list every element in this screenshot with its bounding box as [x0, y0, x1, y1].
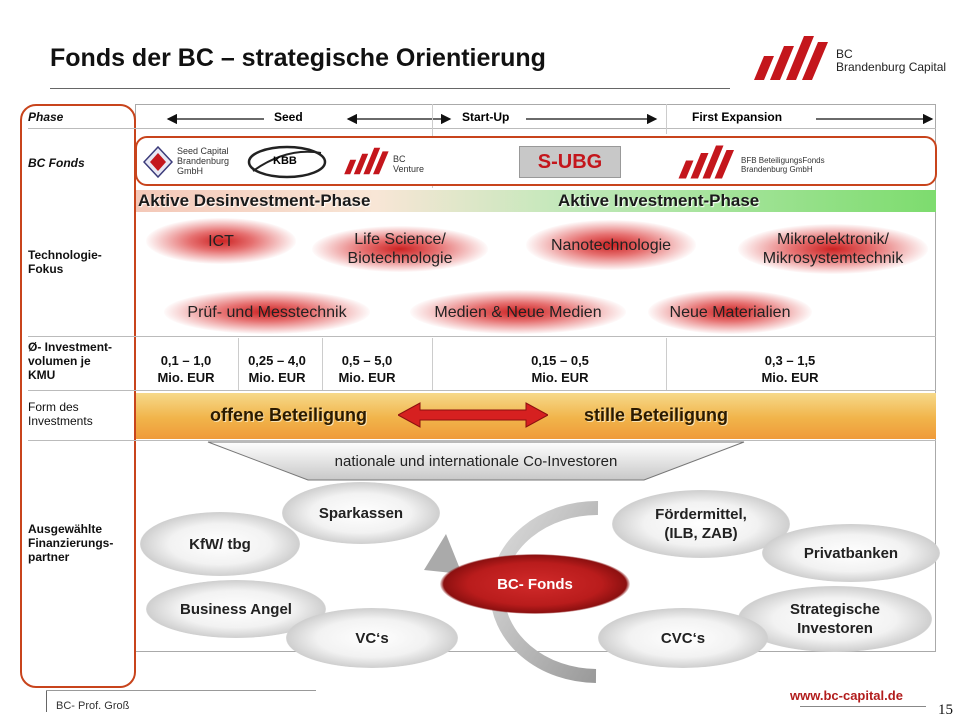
footer-divider — [46, 690, 47, 712]
bfb-line1: BFB BeteiligungsFonds — [741, 156, 825, 165]
seed-logo-line3: GmbH — [177, 166, 204, 176]
kbb-logo: KBB — [247, 143, 327, 181]
kbb-logo-text: KBB — [273, 155, 297, 167]
bc-fonds-band: Seed Capital Brandenburg GmbH KBB BC Ven… — [135, 136, 937, 186]
tech-mikroelektronik: Mikroelektronik/ Mikrosystemtechnik — [738, 224, 928, 274]
volume-divider — [238, 338, 239, 390]
row-separator — [28, 440, 936, 441]
tech-ict: ICT — [146, 218, 296, 264]
phase-divider — [666, 104, 667, 134]
row-separator — [28, 128, 936, 129]
volume-bc-venture: 0,5 – 5,0 Mio. EUR — [338, 353, 396, 385]
s-ubg-logo: S-UBG — [519, 146, 621, 178]
phase-arrows — [166, 113, 934, 125]
bc-venture-line2: Venture — [393, 164, 425, 174]
row-label-form: Form des Investments — [28, 400, 93, 428]
row-separator — [28, 390, 936, 391]
tech-medien: Medien & Neue Medien — [410, 290, 626, 334]
bfb-logo: BFB BeteiligungsFonds Brandenburg GmbH — [677, 142, 877, 182]
partner-foerdermittel: Fördermittel, (ILB, ZAB) — [612, 490, 790, 558]
page-number: 15 — [938, 702, 953, 718]
bc-logo: BC Brandenburg Capital — [752, 30, 952, 86]
bfb-line2: Brandenburg GmbH — [741, 165, 813, 174]
tech-life-science: Life Science/ Biotechnologie — [312, 226, 488, 272]
footer-author: BC- Prof. Groß — [56, 700, 130, 712]
form-stille-beteiligung: stille Beteiligung — [584, 405, 729, 425]
partner-vcs: VC‘s — [286, 608, 458, 668]
seed-capital-logo: Seed Capital Brandenburg GmbH — [143, 144, 243, 180]
tech-neue-materialien: Neue Materialien — [648, 290, 812, 334]
phase-seed: Seed — [274, 110, 303, 124]
seed-logo-line2: Brandenburg — [177, 156, 230, 166]
investment-phase-bar — [136, 190, 936, 212]
co-investor-funnel — [207, 441, 745, 481]
partner-cvcs: CVC‘s — [598, 608, 768, 668]
kbb-ellipse-icon — [247, 145, 327, 179]
seed-capital-emblem-icon — [143, 146, 173, 178]
volume-divider — [322, 338, 323, 390]
volume-bfb: 0,3 – 1,5 Mio. EUR — [761, 353, 819, 385]
row-label-phase: Phase — [28, 110, 64, 124]
volume-divider — [432, 338, 433, 390]
bc-venture-line1: BC — [393, 154, 406, 164]
row-label-partner: Ausgewählte Finanzierungs- partner — [28, 522, 114, 564]
tech-pruef-messtechnik: Prüf- und Messtechnik — [164, 290, 370, 334]
row-label-technologie: Technologie- Fokus — [28, 248, 102, 276]
investment-phase-label: Aktive Investment-Phase — [558, 191, 760, 210]
partner-sparkassen: Sparkassen — [282, 482, 440, 544]
tech-nanotechnologie: Nanotechnologie — [526, 220, 696, 270]
form-offene-beteiligung: offene Beteiligung — [210, 405, 367, 425]
partner-kfw-tbg: KfW/ tbg — [140, 512, 300, 576]
phase-first-expansion: First Expansion — [692, 110, 783, 124]
partner-strategische-investoren: Strategische Investoren — [738, 586, 932, 652]
phase-startup: Start-Up — [462, 110, 510, 124]
seed-logo-line1: Seed Capital — [177, 146, 229, 156]
row-label-frame — [20, 104, 136, 688]
volume-divider — [666, 338, 667, 390]
double-arrow-icon — [398, 402, 548, 428]
co-investors-label: nationale und internationale Co-Investor… — [334, 453, 618, 470]
partner-business-angel: Business Angel — [146, 580, 326, 638]
s-ubg-logo-text: S-UBG — [537, 150, 603, 173]
partner-privatbanken: Privatbanken — [762, 524, 940, 582]
volume-s-ubg: 0,15 – 0,5 Mio. EUR — [531, 353, 589, 385]
partner-bc-fonds: BC- Fonds — [440, 554, 630, 614]
logo-line2: Brandenburg Capital — [836, 60, 947, 74]
desinvestment-phase-label: Aktive Desinvestment-Phase — [138, 191, 371, 210]
row-label-investment: Ø- Investment- volumen je KMU — [28, 340, 113, 382]
volume-kbb: 0,25 – 4,0 Mio. EUR — [248, 353, 306, 385]
footer-line — [46, 690, 316, 691]
page-title: Fonds der BC – strategische Orientierung — [50, 44, 546, 72]
footer-url-underline — [800, 706, 926, 707]
footer-url[interactable]: www.bc-capital.de — [790, 688, 903, 703]
bc-stripes-icon — [754, 36, 828, 80]
title-underline — [50, 88, 730, 89]
bfb-stripes-icon — [678, 145, 734, 179]
bc-venture-stripes-icon — [344, 147, 389, 175]
row-label-bc-fonds: BC Fonds — [28, 156, 85, 170]
logo-line1: BC — [836, 47, 853, 61]
volume-seed-capital: 0,1 – 1,0 Mio. EUR — [157, 353, 215, 385]
bc-venture-logo: BC Venture — [343, 142, 425, 182]
row-separator — [28, 336, 936, 337]
